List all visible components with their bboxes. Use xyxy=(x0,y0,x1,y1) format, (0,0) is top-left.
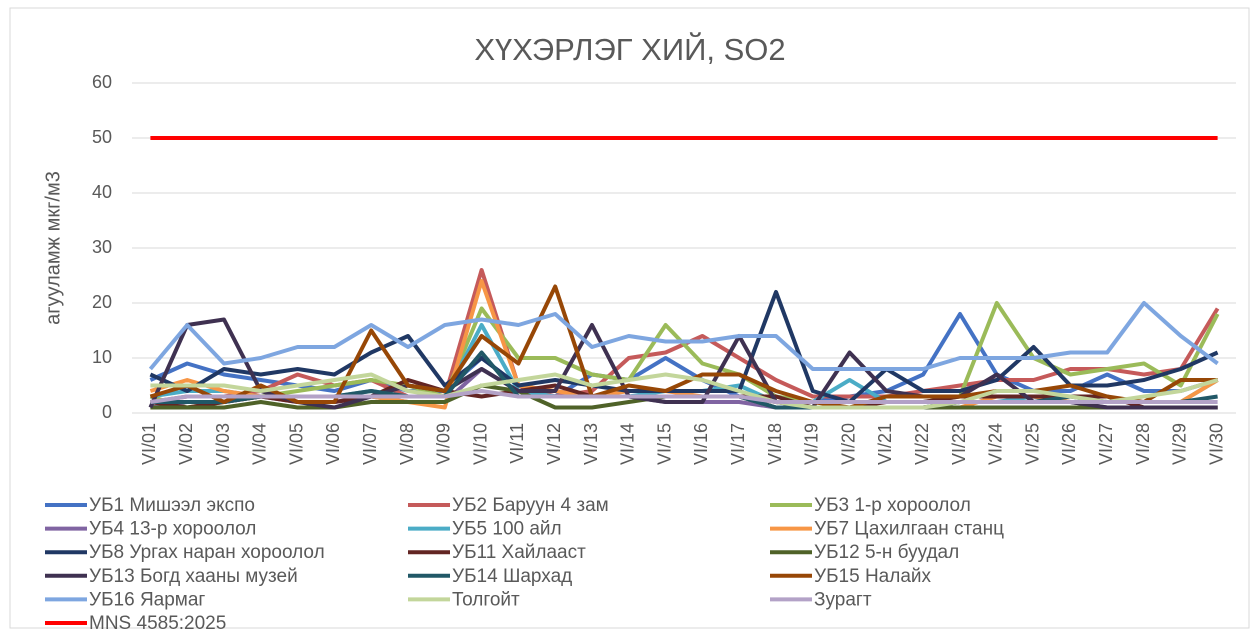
chart-title: ХҮХЭРЛЭГ ХИЙ, SO2 xyxy=(474,31,785,67)
series-line xyxy=(149,301,1220,410)
series-line xyxy=(150,372,1219,410)
x-tick-label: VI/17 xyxy=(728,423,748,465)
x-tick-label: VI/28 xyxy=(1133,423,1153,465)
y-tick-label: 20 xyxy=(92,292,112,312)
x-tick-label: VI/26 xyxy=(1059,423,1079,465)
series-line xyxy=(148,301,1219,371)
x-tick-label: VI/25 xyxy=(1022,423,1042,465)
legend-label: Зурагт xyxy=(814,589,872,610)
legend-label: УБ3 1-р хороолол xyxy=(814,495,971,516)
y-tick-label: 50 xyxy=(92,127,112,147)
chart-frame xyxy=(9,7,1250,629)
legend-label: УБ12 5-н буудал xyxy=(814,542,959,563)
x-tick-label: VI/23 xyxy=(949,423,969,465)
x-tick-label: VI/01 xyxy=(139,423,159,465)
legend-label: УБ7 Цахилгаан станц xyxy=(814,519,1004,540)
x-tick-label: VI/06 xyxy=(323,423,343,465)
x-tick-label: VI/07 xyxy=(360,423,380,465)
legend-label: УБ8 Ургах наран хороолол xyxy=(89,542,325,563)
x-tick-label: VI/10 xyxy=(470,423,490,465)
x-tick-label: VI/08 xyxy=(397,423,417,465)
x-tick-label: VI/22 xyxy=(912,423,932,465)
legend-label: УБ14 Шархад xyxy=(452,566,572,587)
x-tick-label: VI/11 xyxy=(507,423,527,464)
legend-label: УБ2 Баруун 4 зам xyxy=(452,495,609,516)
legend-label: УБ16 Яармаг xyxy=(89,589,205,610)
x-tick-label: VI/18 xyxy=(765,423,785,465)
x-tick-label: VI/14 xyxy=(618,423,638,465)
legend-label: УБ15 Налайх xyxy=(814,566,932,587)
x-tick-label: VI/21 xyxy=(875,423,895,465)
x-tick-label: VI/12 xyxy=(544,423,564,465)
x-tick-label: VI/30 xyxy=(1206,423,1226,465)
x-tick-label: VI/27 xyxy=(1096,423,1116,465)
legend-label: Толгойт xyxy=(452,589,520,610)
x-tick-label: VI/15 xyxy=(654,423,674,465)
legend-label: УБ13 Богд хааны музей xyxy=(89,566,298,587)
series-line xyxy=(149,290,1219,404)
y-axis-label: агууламж мкг/м3 xyxy=(42,171,64,325)
legend-label: УБ4 13-р хороолол xyxy=(89,519,256,540)
x-tick-label: VI/20 xyxy=(838,423,858,465)
legend-label: MNS 4585:2025 xyxy=(89,613,226,634)
x-tick-label: VI/05 xyxy=(286,423,306,465)
y-tick-label: 30 xyxy=(92,237,112,257)
x-tick-label: VI/29 xyxy=(1170,423,1190,465)
x-tick-label: VI/19 xyxy=(802,423,822,465)
x-tick-label: VI/04 xyxy=(250,423,270,465)
x-tick-label: VI/09 xyxy=(434,423,454,465)
x-tick-label: VI/16 xyxy=(691,423,711,465)
x-tick-label: VI/03 xyxy=(213,423,233,465)
y-tick-label: 40 xyxy=(92,182,112,202)
y-tick-label: 60 xyxy=(92,72,112,92)
y-tick-label: 10 xyxy=(92,347,112,367)
legend-label: УБ5 100 айл xyxy=(452,519,562,540)
x-tick-label: VI/13 xyxy=(581,423,601,465)
x-tick-label: VI/24 xyxy=(986,423,1006,465)
x-tick-label: VI/02 xyxy=(176,423,196,465)
y-tick-label: 0 xyxy=(102,402,112,422)
series-line xyxy=(150,389,1218,404)
legend-label: УБ1 Мишээл экспо xyxy=(89,495,255,516)
legend-label: УБ11 Хайлааст xyxy=(452,542,586,563)
